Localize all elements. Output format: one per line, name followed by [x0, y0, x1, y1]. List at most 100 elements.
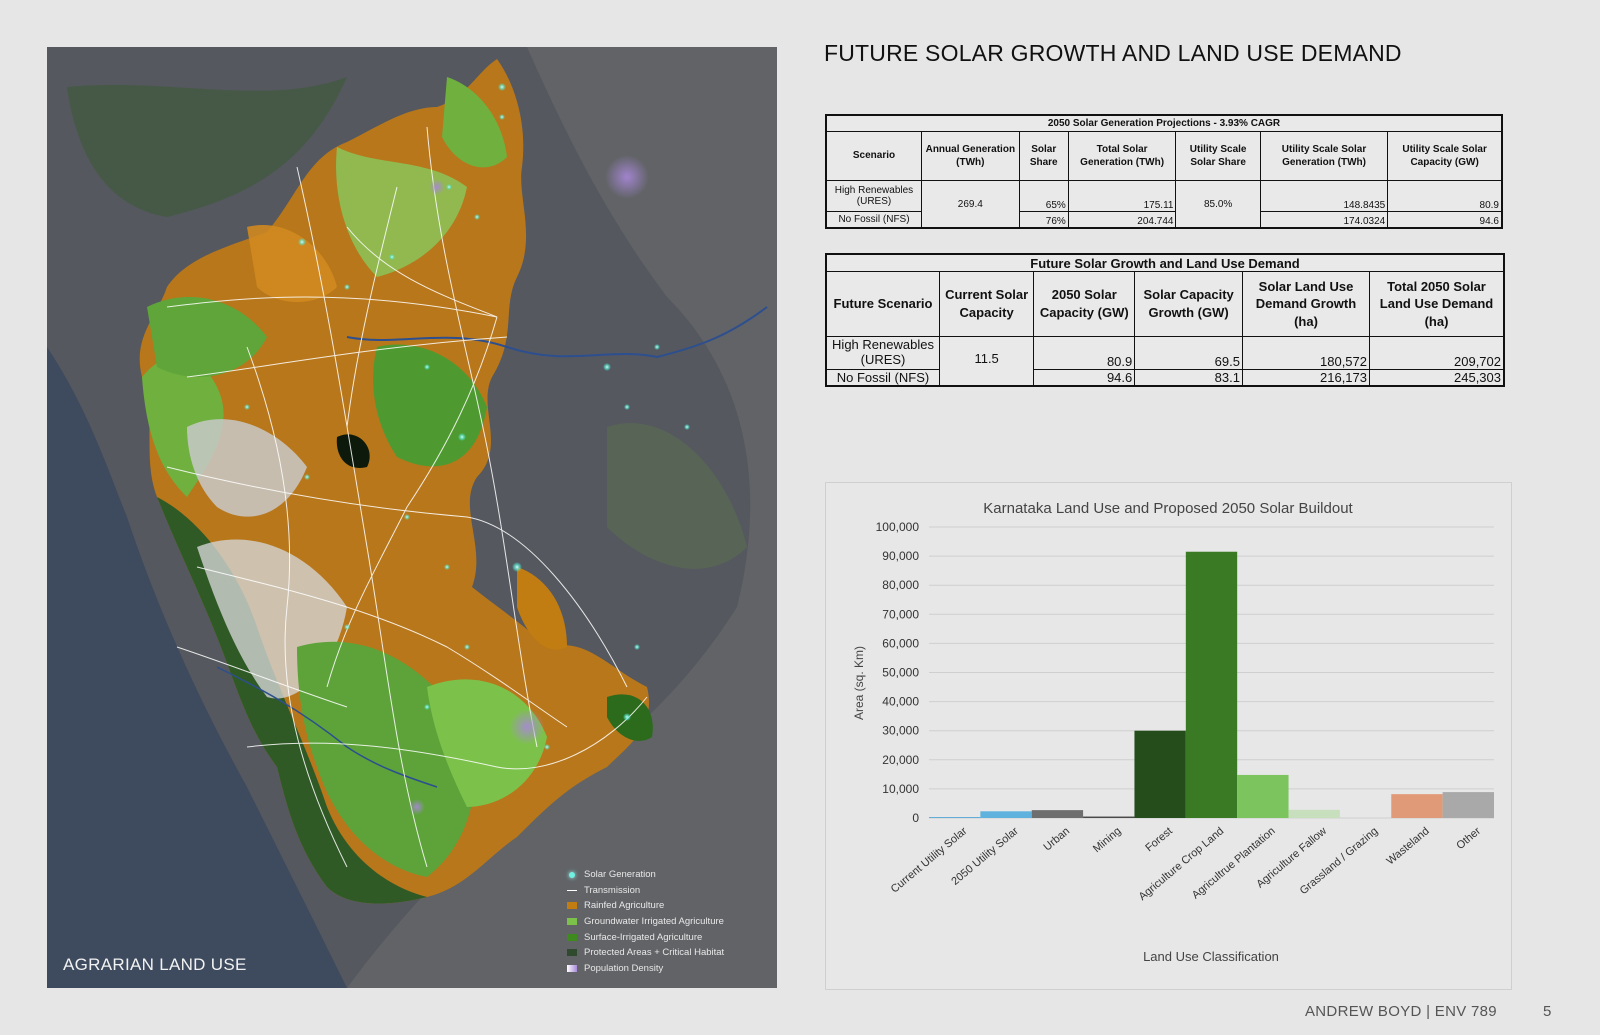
table-row: No Fossil (NFS) 94.6 83.1 216,173 245,30… — [825, 369, 1505, 387]
bar — [1442, 792, 1494, 818]
table-header: Current Solar Capacity — [938, 271, 1035, 337]
y-tick-label: 90,000 — [882, 549, 919, 563]
table-header: 2050 Solar Capacity (GW) — [1033, 271, 1136, 337]
table-cell: 245,303 — [1369, 369, 1505, 387]
legend-item: Transmission — [567, 883, 772, 899]
legend-item: Surface-Irrigated Agriculture — [567, 929, 772, 945]
y-tick-label: 30,000 — [882, 724, 919, 738]
legend-item: Groundwater Irrigated Agriculture — [567, 914, 772, 930]
table-cell: 209,702 — [1369, 336, 1505, 370]
protected-area-swatch-icon — [567, 949, 577, 957]
rainfed-swatch-icon — [567, 902, 577, 910]
arabian-sea — [47, 347, 347, 988]
solar-generation-points — [244, 83, 690, 750]
table-cell: 216,173 — [1241, 369, 1371, 387]
chart-title: Karnataka Land Use and Proposed 2050 Sol… — [983, 500, 1353, 517]
bar — [1031, 810, 1084, 818]
population-density-swatch-icon — [567, 964, 577, 972]
table-header: Total Solar Generation (TWh) — [1067, 131, 1177, 181]
x-tick-label: Forest — [1143, 825, 1175, 854]
bar — [1185, 551, 1238, 818]
table-cell: 80.9 — [1387, 180, 1503, 212]
table-cell: 11.5 — [938, 336, 1035, 387]
table-cell: No Fossil (NFS) — [825, 211, 922, 229]
solar-generation-projections-table: 2050 Solar Generation Projections - 3.93… — [825, 114, 1503, 229]
chart-bars — [929, 551, 1494, 818]
table-cell: 85.0% — [1175, 180, 1261, 229]
agrarian-land-use-map — [47, 47, 777, 988]
y-tick-label: 0 — [912, 811, 919, 825]
table-cell: 148.8435 — [1259, 180, 1389, 212]
y-tick-label: 70,000 — [882, 607, 919, 621]
table-cell: 76% — [1018, 211, 1069, 229]
table-cell: 180,572 — [1241, 336, 1371, 370]
y-tick-label: 60,000 — [882, 636, 919, 650]
x-tick-label: Other — [1454, 825, 1483, 852]
legend-item: Protected Areas + Critical Habitat — [567, 945, 772, 961]
y-tick-label: 80,000 — [882, 578, 919, 592]
y-axis-label: Area (sq. Km) — [852, 646, 866, 720]
bar — [980, 811, 1032, 818]
table-cell: High Renewables (URES) — [825, 180, 922, 212]
y-axis-ticks: 0 10,000 20,000 30,000 40,000 50,000 60,000 70,… — [876, 520, 920, 825]
table-header: Annual Generation (TWh) — [921, 131, 1020, 181]
y-tick-label: 50,000 — [882, 666, 919, 680]
table-header: Solar Capacity Growth (GW) — [1134, 271, 1243, 337]
table-header: Future Scenario — [825, 271, 940, 337]
table-cell: 65% — [1018, 180, 1069, 212]
table-header: Utility Scale Solar Share — [1175, 131, 1261, 181]
bar — [1083, 816, 1135, 818]
x-axis-label: Land Use Classification — [1143, 949, 1279, 964]
bar — [1288, 809, 1340, 818]
y-tick-label: 10,000 — [882, 782, 919, 796]
table-header: Solar Land Use Demand Growth (ha) — [1241, 271, 1371, 337]
bar — [1134, 730, 1186, 818]
table-header: Scenario — [825, 131, 922, 181]
page-number: 5 — [1543, 1003, 1552, 1020]
map-title: AGRARIAN LAND USE — [63, 955, 247, 974]
legend-label: Groundwater Irrigated Agriculture — [584, 916, 724, 928]
y-tick-label: 100,000 — [876, 520, 920, 534]
legend-label: Rainfed Agriculture — [584, 900, 665, 912]
land-use-chart: Karnataka Land Use and Proposed 2050 Sol… — [825, 482, 1512, 990]
table-header: Utility Scale Solar Capacity (GW) — [1387, 131, 1503, 181]
table-row: No Fossil (NFS) 76% 204.744 174.0324 94.… — [825, 211, 1503, 229]
legend-label: Protected Areas + Critical Habitat — [584, 947, 725, 959]
table-cell: 94.6 — [1033, 369, 1136, 387]
x-tick-label: Agriculture Crop Land — [1137, 825, 1227, 903]
x-tick-label: Wasteland — [1385, 825, 1432, 867]
legend-label: Population Density — [584, 962, 664, 974]
x-tick-label: Agricultrue Plantation — [1190, 825, 1278, 901]
table-caption: Future Solar Growth and Land Use Demand — [825, 253, 1505, 272]
map-legend: Solar Generation Transmission Rainfed Ag… — [567, 867, 772, 976]
page-title: FUTURE SOLAR GROWTH AND LAND USE DEMAND — [824, 40, 1402, 66]
solar-generation-icon — [569, 871, 575, 878]
surface-irrigated-swatch-icon — [567, 933, 577, 941]
land-use-demand-table: Future Solar Growth and Land Use Demand … — [825, 253, 1505, 387]
table-cell: 69.5 — [1134, 336, 1243, 370]
groundwater-swatch-icon — [567, 918, 577, 926]
transmission-line-icon — [567, 889, 577, 891]
bar — [1237, 774, 1289, 818]
bar — [929, 817, 981, 818]
land-use-bar-chart: Karnataka Land Use and Proposed 2050 Sol… — [852, 500, 1494, 964]
table-cell: 94.6 — [1387, 211, 1503, 229]
table-cell: 204.744 — [1067, 211, 1177, 229]
table-cell: 80.9 — [1033, 336, 1136, 370]
legend-label: Transmission — [584, 884, 641, 896]
table-cell: 174.0324 — [1259, 211, 1389, 229]
x-tick-label: Urban — [1042, 825, 1073, 853]
table-cell: High Renewables (URES) — [825, 336, 940, 370]
table-caption: 2050 Solar Generation Projections - 3.93… — [825, 114, 1503, 132]
y-tick-label: 40,000 — [882, 695, 919, 709]
y-tick-label: 20,000 — [882, 753, 919, 767]
table-cell: 175.11 — [1067, 180, 1177, 212]
table-header: Solar Share — [1018, 131, 1069, 181]
legend-item: Population Density — [567, 961, 772, 977]
table-cell: No Fossil (NFS) — [825, 369, 940, 387]
legend-label: Solar Generation — [584, 869, 656, 881]
legend-item: Rainfed Agriculture — [567, 898, 772, 914]
map-panel: AGRARIAN LAND USE Solar Generation Trans… — [47, 47, 777, 988]
table-header: Utility Scale Solar Generation (TWh) — [1259, 131, 1389, 181]
